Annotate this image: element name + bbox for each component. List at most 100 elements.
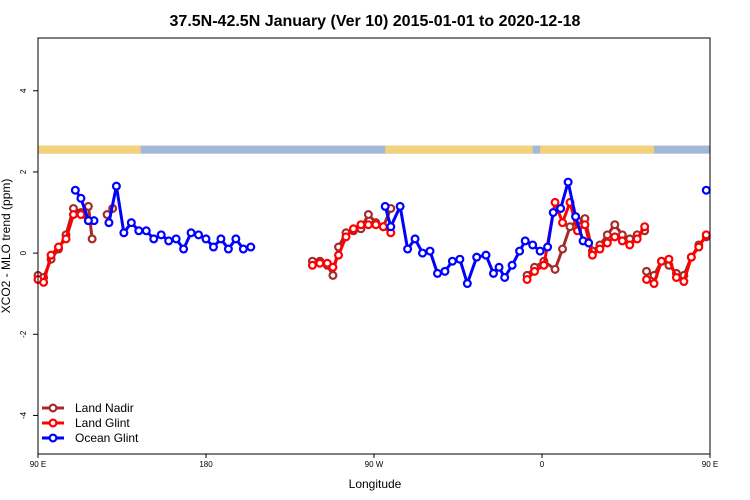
land-glint-point bbox=[632, 234, 642, 244]
land-glint-point bbox=[640, 222, 650, 232]
land-glint-point bbox=[671, 272, 681, 282]
y-axis-label: XCO2 - MLO trend (ppm) bbox=[0, 179, 13, 314]
ocean-glint-point bbox=[403, 244, 413, 254]
ocean-glint-point bbox=[507, 260, 517, 270]
ocean-glint-point bbox=[494, 262, 504, 272]
series-layer bbox=[33, 177, 711, 289]
series-land-glint bbox=[33, 197, 711, 289]
land-glint-point bbox=[580, 220, 590, 230]
land-glint-point bbox=[530, 266, 540, 276]
y-tick-label: 0 bbox=[19, 250, 28, 255]
ocean-glint-point bbox=[528, 240, 538, 250]
ocean-glint-point bbox=[83, 216, 93, 226]
x-tick-label: 90 W bbox=[365, 460, 384, 469]
legend-marker bbox=[48, 403, 58, 413]
ocean-glint-point bbox=[548, 208, 558, 218]
ocean-glint-point bbox=[216, 234, 226, 244]
ocean-glint-point bbox=[246, 242, 256, 252]
ocean-glint-point bbox=[515, 246, 525, 256]
land-glint-point bbox=[46, 250, 56, 260]
land-nadir-point bbox=[558, 244, 568, 254]
ocean-glint-point bbox=[481, 250, 491, 260]
land-glint-point bbox=[558, 218, 568, 228]
land-glint-point bbox=[68, 210, 78, 220]
ocean-glint-point bbox=[111, 181, 121, 191]
land-glint-point bbox=[307, 260, 317, 270]
ocean-band bbox=[38, 145, 710, 154]
x-axis-label: Longitude bbox=[349, 477, 402, 491]
x-axis: 90 E 180 90 W 0 90 E bbox=[30, 454, 718, 469]
legend-marker bbox=[48, 418, 58, 428]
ocean-glint-point bbox=[432, 268, 442, 278]
land-glint-point bbox=[642, 274, 652, 284]
x-tick-label: 90 E bbox=[30, 460, 46, 469]
ocean-glint-point bbox=[164, 236, 174, 246]
legend-label: Ocean Glint bbox=[75, 431, 139, 445]
ocean-glint-point bbox=[556, 203, 566, 213]
y-tick-label: 4 bbox=[19, 88, 28, 93]
ocean-glint-point bbox=[447, 256, 457, 266]
ocean-glint-point bbox=[126, 218, 136, 228]
chart-title: 37.5N-42.5N January (Ver 10) 2015-01-01 … bbox=[170, 13, 581, 30]
series-ocean-glint bbox=[70, 177, 711, 289]
ocean-glint-point bbox=[208, 242, 218, 252]
land-glint-point bbox=[617, 236, 627, 246]
land-band bbox=[385, 145, 533, 154]
land-glint-point bbox=[625, 240, 635, 250]
x-tick-label: 180 bbox=[199, 460, 213, 469]
land-glint-point bbox=[378, 222, 388, 232]
ocean-glint-point bbox=[571, 212, 581, 222]
land-glint-point bbox=[371, 220, 381, 230]
ocean-glint-point bbox=[223, 244, 233, 254]
ocean-glint-point bbox=[134, 226, 144, 236]
land-glint-point bbox=[701, 230, 711, 240]
land-nadir-point bbox=[565, 222, 575, 232]
land-ocean-strip bbox=[38, 145, 710, 154]
land-glint-point bbox=[595, 244, 605, 254]
ocean-glint-point bbox=[440, 266, 450, 276]
legend-label: Land Glint bbox=[75, 416, 130, 430]
land-glint-point bbox=[363, 220, 373, 230]
ocean-glint-point bbox=[238, 244, 248, 254]
land-glint-point bbox=[328, 262, 338, 272]
ocean-glint-point bbox=[119, 228, 129, 238]
ocean-glint-point bbox=[455, 254, 465, 264]
ocean-glint-point bbox=[543, 242, 553, 252]
ocean-glint-point bbox=[472, 252, 482, 262]
legend-label: Land Nadir bbox=[75, 401, 134, 415]
ocean-glint-point bbox=[425, 246, 435, 256]
land-glint-point bbox=[76, 210, 86, 220]
ocean-glint-point bbox=[462, 279, 472, 289]
ocean-glint-point bbox=[149, 234, 159, 244]
ocean-glint-point bbox=[701, 185, 711, 195]
land-glint-point bbox=[694, 242, 704, 252]
x-tick-label: 0 bbox=[540, 460, 545, 469]
ocean-glint-point bbox=[70, 185, 80, 195]
ocean-glint-point bbox=[584, 238, 594, 248]
y-tick-label: 2 bbox=[19, 169, 28, 174]
legend-item-land-nadir: Land Nadir bbox=[42, 401, 134, 415]
land-glint-point bbox=[315, 258, 325, 268]
land-nadir-point bbox=[363, 210, 373, 220]
ocean-glint-point bbox=[563, 177, 573, 187]
ocean-glint-point bbox=[171, 234, 181, 244]
ocean-glint-point bbox=[201, 234, 211, 244]
ocean-glint-point bbox=[380, 201, 390, 211]
land-glint-point bbox=[39, 277, 49, 287]
land-glint-point bbox=[322, 258, 332, 268]
land-nadir-point bbox=[550, 264, 560, 274]
x-tick-label: 90 E bbox=[702, 460, 718, 469]
land-glint-point bbox=[539, 260, 549, 270]
land-nadir-point bbox=[610, 220, 620, 230]
land-glint-point bbox=[602, 238, 612, 248]
y-tick-label: -4 bbox=[19, 411, 28, 419]
land-glint-point bbox=[679, 277, 689, 287]
ocean-glint-point bbox=[231, 234, 241, 244]
land-nadir-point bbox=[328, 270, 338, 280]
ocean-glint-point bbox=[395, 201, 405, 211]
land-nadir-point bbox=[602, 230, 612, 240]
land-band bbox=[540, 145, 654, 154]
land-band bbox=[38, 145, 141, 154]
